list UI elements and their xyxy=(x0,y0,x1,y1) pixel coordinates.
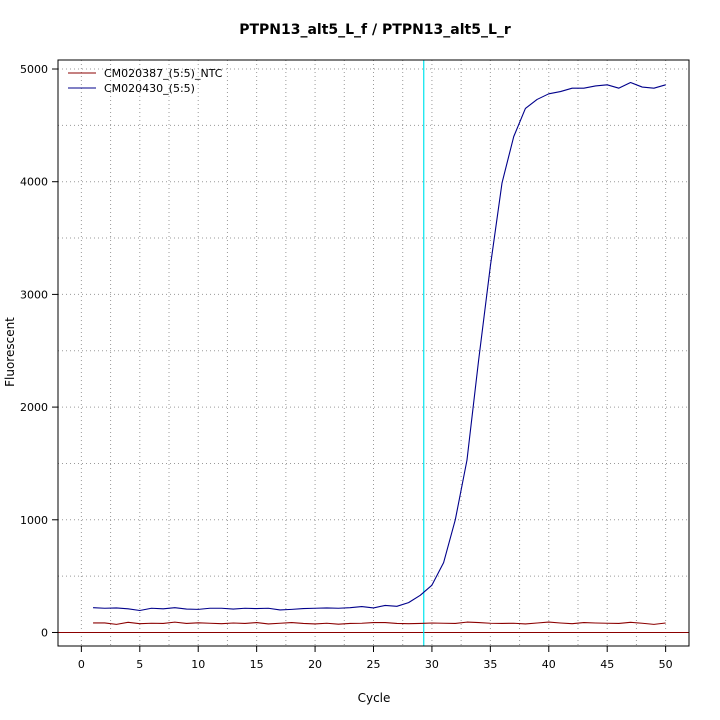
x-tick-label: 20 xyxy=(308,658,322,671)
x-tick-label: 25 xyxy=(367,658,381,671)
y-axis: 0 1000 2000 3000 4000 5000 xyxy=(20,63,58,639)
legend-label-1: CM020387_(5:5)_NTC xyxy=(104,67,223,80)
x-tick-label: 40 xyxy=(542,658,556,671)
y-axis-label: Fluorescent xyxy=(3,317,17,387)
x-tick-label: 35 xyxy=(483,658,497,671)
x-tick-label: 10 xyxy=(191,658,205,671)
series-line-1 xyxy=(93,621,666,625)
series-layer xyxy=(93,81,666,625)
x-axis-label: Cycle xyxy=(358,691,391,705)
legend: CM020387_(5:5)_NTC CM020430_(5:5) xyxy=(68,67,223,95)
x-tick-label: 50 xyxy=(659,658,673,671)
x-axis: 0 5 10 15 20 25 30 35 40 45 50 xyxy=(78,646,673,671)
y-tick-label: 0 xyxy=(41,626,48,639)
x-tick-label: 45 xyxy=(600,658,614,671)
x-tick-label: 0 xyxy=(78,658,85,671)
grid xyxy=(58,60,689,646)
plot-frame xyxy=(57,59,690,647)
y-tick-label: 1000 xyxy=(20,514,48,527)
x-tick-label: 5 xyxy=(136,658,143,671)
series-line-2 xyxy=(93,81,666,612)
legend-label-2: CM020430_(5:5) xyxy=(104,82,195,95)
y-tick-label: 5000 xyxy=(20,63,48,76)
y-tick-label: 4000 xyxy=(20,176,48,189)
chart-title: PTPN13_alt5_L_f / PTPN13_alt5_L_r xyxy=(239,22,511,38)
x-tick-label: 15 xyxy=(250,658,264,671)
y-tick-label: 3000 xyxy=(20,288,48,301)
y-tick-label: 2000 xyxy=(20,401,48,414)
x-tick-label: 30 xyxy=(425,658,439,671)
